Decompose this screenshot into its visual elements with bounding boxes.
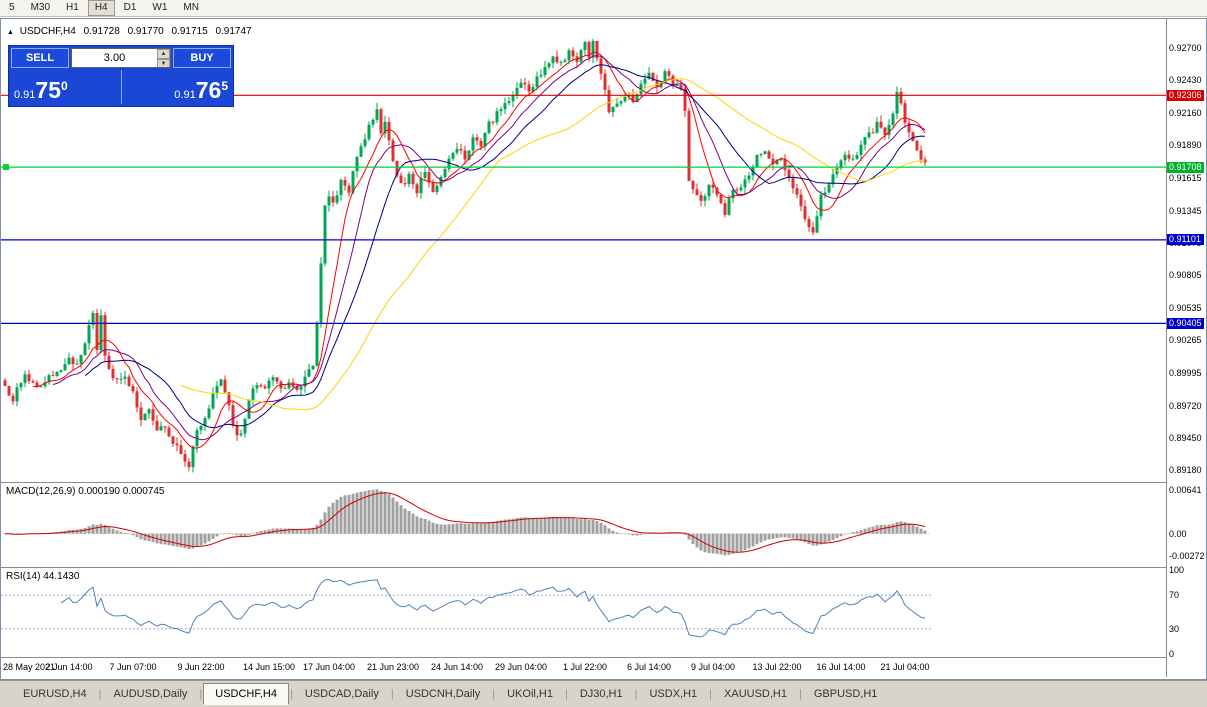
symbol-label: USDCHF,H4 bbox=[19, 26, 76, 37]
timeframe-button-w1[interactable]: W1 bbox=[152, 2, 168, 13]
chart-tab-eurusd[interactable]: EURUSD,H4 bbox=[23, 688, 87, 700]
rsi-indicator-canvas[interactable] bbox=[1, 568, 1166, 657]
tab-separator: | bbox=[492, 688, 496, 700]
tab-separator: | bbox=[390, 688, 394, 700]
ohlc-open: 0.91728 bbox=[83, 26, 120, 37]
chart-tab-bar: EURUSD,H4 | AUDUSD,Daily | USDCHF,H4 | USDCAD,… bbox=[0, 680, 1207, 707]
price-axis-separator bbox=[1166, 19, 1167, 677]
time-tick: 9 Jun 22:00 bbox=[177, 662, 225, 672]
time-tick: 13 Jul 22:00 bbox=[752, 662, 802, 672]
time-tick: 1 Jul 22:00 bbox=[562, 662, 608, 672]
timeframe-button-mn[interactable]: MN bbox=[183, 2, 199, 13]
timeframe-button-d1[interactable]: D1 bbox=[123, 2, 137, 13]
sell-price[interactable]: 0.91750 bbox=[14, 77, 68, 103]
volume-spinner[interactable]: 3.00 ▲ ▼ bbox=[71, 48, 171, 68]
price-tick: 0.89995 bbox=[1169, 368, 1202, 378]
collapse-triangle-icon[interactable]: ▲ bbox=[7, 29, 14, 36]
panel-separator bbox=[1, 657, 1204, 658]
macd-tick: 0.00 bbox=[1169, 529, 1187, 539]
sell-button[interactable]: SELL bbox=[11, 48, 69, 68]
rsi-tick: 70 bbox=[1169, 590, 1180, 600]
ohlc-low: 0.91715 bbox=[171, 26, 208, 37]
time-tick: 28 May 2021 bbox=[3, 662, 56, 672]
chart-tab-xauusd[interactable]: XAUUSD,H1 bbox=[724, 688, 787, 700]
rsi-tick: 100 bbox=[1169, 565, 1185, 575]
tab-separator: | bbox=[290, 688, 293, 700]
chart-window: ▲ USDCHF,H4 0.91728 0.91770 0.91715 0.91… bbox=[0, 18, 1207, 680]
timeframe-button-h1[interactable]: H1 bbox=[66, 2, 79, 13]
volume-increase-button[interactable]: ▲ bbox=[157, 49, 170, 59]
one-click-trading-panel: SELL 3.00 ▲ ▼ BUY 0.91750 0.91765 bbox=[8, 45, 234, 107]
tab-separator: | bbox=[798, 688, 802, 700]
macd-indicator-canvas[interactable] bbox=[1, 483, 1166, 567]
tab-separator: | bbox=[634, 688, 638, 700]
panel-separator[interactable] bbox=[1, 567, 1204, 568]
price-tick: 0.90805 bbox=[1169, 270, 1202, 280]
price-tick: 0.91890 bbox=[1169, 140, 1202, 150]
price-divider bbox=[120, 70, 122, 104]
level-price-tag: 0.91101 bbox=[1167, 234, 1204, 245]
buy-price[interactable]: 0.91765 bbox=[174, 77, 228, 103]
volume-value[interactable]: 3.00 bbox=[103, 52, 126, 64]
chart-tab-usdchf[interactable]: USDCHF,H4 bbox=[203, 683, 289, 705]
price-tick: 0.89720 bbox=[1169, 401, 1202, 411]
chart-tab-usdx[interactable]: USDX,H1 bbox=[649, 688, 698, 700]
tab-separator: | bbox=[98, 688, 102, 700]
chart-tab-usdcad[interactable]: USDCAD,Daily bbox=[304, 688, 379, 700]
level-price-tag: 0.90405 bbox=[1167, 318, 1204, 329]
chart-tab-usdcnh[interactable]: USDCNH,Daily bbox=[405, 688, 481, 700]
timeframe-toolbar: 5 M30 H1 H4 D1 W1 MN bbox=[0, 0, 1207, 17]
rsi-tick: 0 bbox=[1169, 649, 1175, 659]
macd-title: MACD(12,26,9) 0.000190 0.000745 bbox=[6, 486, 165, 497]
price-tick: 0.90535 bbox=[1169, 303, 1202, 313]
macd-tick: -0.00272 bbox=[1169, 551, 1205, 561]
tab-separator: | bbox=[199, 688, 203, 700]
time-tick: 16 Jul 14:00 bbox=[816, 662, 866, 672]
price-tick: 0.91615 bbox=[1169, 173, 1202, 183]
time-tick: 21 Jul 04:00 bbox=[880, 662, 930, 672]
price-axis[interactable]: 0.92700 0.92430 0.92160 0.91890 0.91615 0.913… bbox=[1167, 19, 1205, 677]
price-tick: 0.89450 bbox=[1169, 433, 1202, 443]
chart-tab-audusd[interactable]: AUDUSD,Daily bbox=[113, 688, 188, 700]
time-tick: 2 Jun 14:00 bbox=[45, 662, 93, 672]
volume-decrease-button[interactable]: ▼ bbox=[157, 59, 170, 67]
tab-separator: | bbox=[564, 688, 568, 700]
price-tick: 0.91345 bbox=[1169, 206, 1202, 216]
buy-button[interactable]: BUY bbox=[173, 48, 231, 68]
time-tick: 9 Jul 04:00 bbox=[690, 662, 736, 672]
time-tick: 14 Jun 15:00 bbox=[242, 662, 296, 672]
time-tick: 7 Jun 07:00 bbox=[109, 662, 157, 672]
time-tick: 6 Jul 14:00 bbox=[626, 662, 672, 672]
ohlc-high: 0.91770 bbox=[127, 26, 164, 37]
symbol-ohlc-line: ▲ USDCHF,H4 0.91728 0.91770 0.91715 0.91… bbox=[7, 26, 257, 37]
timeframe-button-m30[interactable]: M30 bbox=[30, 2, 51, 13]
macd-tick: 0.00641 bbox=[1169, 485, 1202, 495]
timeframe-button-5[interactable]: 5 bbox=[9, 2, 15, 13]
price-tick: 0.90265 bbox=[1169, 335, 1202, 345]
chart-tab-dj30[interactable]: DJ30,H1 bbox=[579, 688, 623, 700]
time-tick: 21 Jun 23:00 bbox=[366, 662, 420, 672]
level-price-tag: 0.91708 bbox=[1167, 162, 1204, 173]
time-tick: 17 Jun 04:00 bbox=[302, 662, 356, 672]
rsi-tick: 30 bbox=[1169, 624, 1180, 634]
price-tick: 0.92160 bbox=[1169, 108, 1202, 118]
rsi-title: RSI(14) 44.1430 bbox=[6, 571, 80, 582]
price-tick: 0.92430 bbox=[1169, 75, 1202, 85]
price-tick: 0.89180 bbox=[1169, 465, 1202, 475]
ohlc-close: 0.91747 bbox=[215, 26, 252, 37]
time-tick: 24 Jun 14:00 bbox=[430, 662, 484, 672]
time-tick: 29 Jun 04:00 bbox=[494, 662, 548, 672]
time-axis[interactable]: 28 May 2021 2 Jun 14:00 7 Jun 07:00 9 Jun 2… bbox=[1, 658, 1166, 677]
chart-tab-gbpusd[interactable]: GBPUSD,H1 bbox=[813, 688, 878, 700]
timeframe-button-h4[interactable]: H4 bbox=[87, 0, 115, 16]
tab-separator: | bbox=[709, 688, 713, 700]
price-tick: 0.92700 bbox=[1169, 43, 1202, 53]
panel-separator[interactable] bbox=[1, 482, 1204, 483]
level-price-tag: 0.92306 bbox=[1167, 90, 1204, 101]
chart-tab-ukoil[interactable]: UKOil,H1 bbox=[507, 688, 553, 700]
